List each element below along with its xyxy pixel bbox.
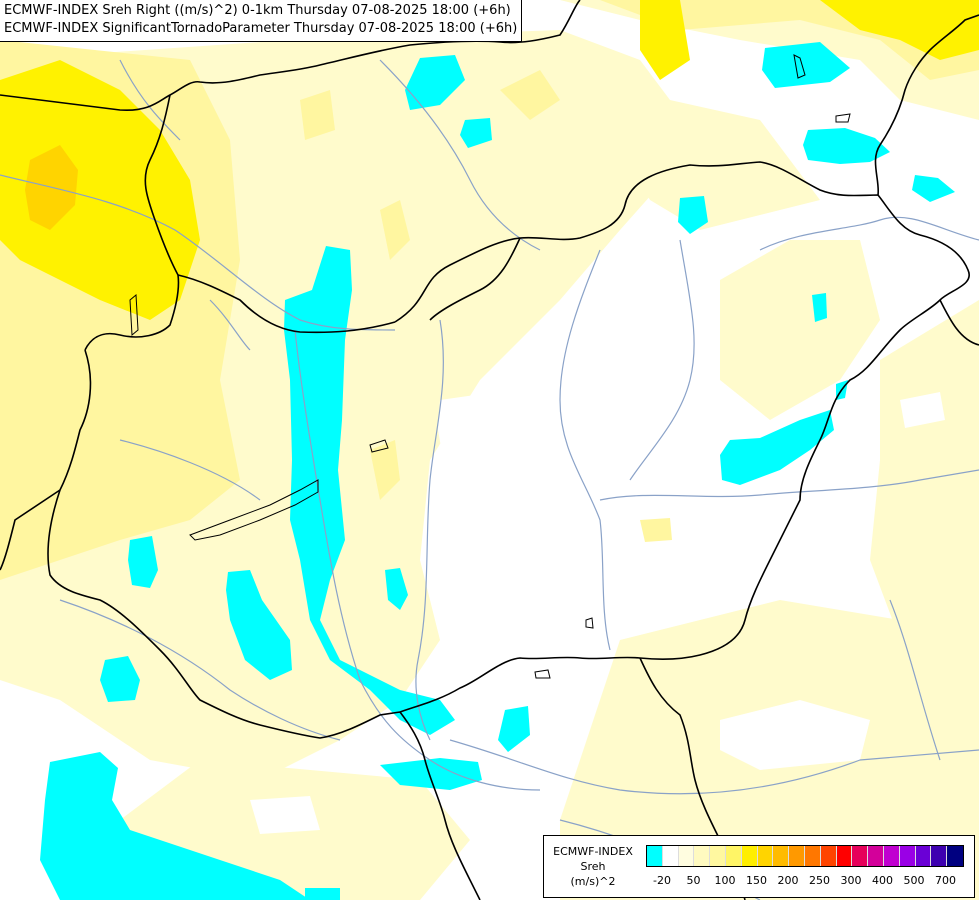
legend-swatch: [899, 846, 916, 866]
legend-swatch: [868, 846, 884, 866]
legend-swatch: [725, 846, 742, 866]
legend-swatch: [678, 846, 695, 866]
legend-swatch: [757, 846, 774, 866]
legend-swatch: [883, 846, 900, 866]
legend-tick-label: 300: [840, 874, 862, 887]
color-legend: ECMWF-INDEX Sreh (m/s)^2 -20 50 100 150 200 2…: [543, 835, 975, 898]
white-pockets: [250, 370, 945, 834]
legend-swatch: [662, 846, 679, 866]
cyan-regions: [40, 42, 955, 900]
legend-swatch: [931, 846, 948, 866]
map-title-box: ECMWF-INDEX Sreh Right ((m/s)^2) 0-1km T…: [0, 0, 523, 42]
legend-tick-label: 50: [686, 874, 701, 887]
legend-tick-label: 150: [746, 874, 767, 887]
legend-swatch: [852, 846, 869, 866]
legend-swatch: [647, 846, 663, 866]
title-line-stp: ECMWF-INDEX SignificantTornadoParameter …: [4, 21, 518, 36]
legend-tick-labels: -20 50 100 150 200 250 300 400 500 700: [646, 874, 976, 890]
rivers: [0, 59, 979, 900]
legend-label: ECMWF-INDEX Sreh (m/s)^2: [546, 844, 640, 889]
legend-swatch: [804, 846, 821, 866]
legend-swatch: [710, 846, 726, 866]
legend-swatch: [836, 846, 853, 866]
yellow-core: [0, 0, 979, 320]
legend-label-unit: (m/s)^2: [570, 875, 616, 888]
legend-swatch: [947, 846, 963, 866]
legend-swatch: [915, 846, 932, 866]
legend-tick-label: 700: [935, 874, 956, 887]
legend-swatch: [773, 846, 790, 866]
legend-tick-label: 200: [777, 874, 799, 887]
legend-tick-label: 400: [872, 874, 893, 887]
legend-swatch: [789, 846, 805, 866]
legend-label-source: ECMWF-INDEX: [553, 845, 633, 858]
legend-label-variable: Sreh: [580, 860, 606, 873]
title-line-sreh: ECMWF-INDEX Sreh Right ((m/s)^2) 0-1km T…: [4, 3, 511, 18]
legend-swatch: [741, 846, 758, 866]
legend-tick-label: -20: [653, 874, 671, 887]
legend-swatch: [694, 846, 711, 866]
legend-tick-label: 250: [809, 874, 830, 887]
legend-tick-label: 500: [903, 874, 925, 887]
legend-swatch: [820, 846, 837, 866]
lakes: [129, 54, 851, 679]
legend-color-scale: [646, 845, 964, 867]
legend-tick-label: 100: [714, 874, 736, 887]
